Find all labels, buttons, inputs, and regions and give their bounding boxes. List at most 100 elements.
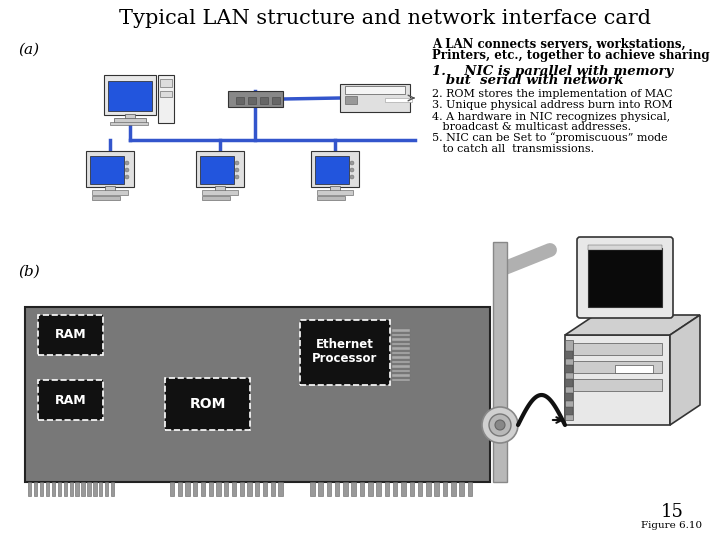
Bar bbox=[99, 482, 102, 496]
Bar bbox=[90, 156, 124, 184]
Text: to catch all  transmissions.: to catch all transmissions. bbox=[432, 144, 594, 154]
Bar bbox=[87, 482, 91, 496]
Bar bbox=[160, 79, 172, 87]
Bar bbox=[418, 482, 423, 496]
Bar bbox=[327, 482, 331, 496]
Polygon shape bbox=[565, 315, 700, 335]
Ellipse shape bbox=[482, 407, 518, 443]
Bar bbox=[493, 242, 507, 482]
Bar bbox=[588, 245, 662, 250]
Circle shape bbox=[350, 175, 354, 179]
Text: (a): (a) bbox=[18, 43, 39, 57]
Bar bbox=[202, 190, 238, 195]
Bar bbox=[158, 75, 174, 123]
Bar bbox=[248, 97, 256, 104]
Bar bbox=[196, 151, 244, 187]
Bar bbox=[340, 84, 410, 112]
FancyBboxPatch shape bbox=[577, 237, 673, 318]
Bar bbox=[28, 482, 31, 496]
Bar bbox=[165, 378, 250, 430]
Bar bbox=[392, 342, 410, 345]
Bar bbox=[104, 75, 156, 115]
Bar bbox=[392, 338, 410, 341]
Bar bbox=[70, 482, 73, 496]
Text: (b): (b) bbox=[18, 265, 40, 279]
Circle shape bbox=[235, 175, 239, 179]
Bar bbox=[335, 482, 339, 496]
Bar bbox=[392, 361, 410, 363]
Bar bbox=[573, 343, 662, 355]
Bar bbox=[105, 186, 115, 191]
Bar bbox=[209, 482, 213, 496]
Bar bbox=[434, 482, 439, 496]
Bar bbox=[81, 482, 85, 496]
Bar bbox=[443, 482, 447, 496]
Bar bbox=[310, 482, 315, 496]
Bar bbox=[92, 190, 128, 195]
Text: 15: 15 bbox=[660, 503, 683, 521]
Bar bbox=[330, 186, 340, 191]
Bar bbox=[565, 335, 670, 425]
Ellipse shape bbox=[489, 414, 511, 436]
Bar bbox=[467, 482, 472, 496]
Bar bbox=[111, 482, 114, 496]
Polygon shape bbox=[670, 315, 700, 425]
Bar bbox=[392, 334, 410, 336]
Bar bbox=[565, 351, 573, 359]
Bar bbox=[385, 98, 412, 102]
Bar bbox=[201, 482, 205, 496]
Bar bbox=[178, 482, 182, 496]
Bar bbox=[46, 482, 49, 496]
Bar bbox=[279, 482, 283, 496]
Bar bbox=[315, 156, 349, 184]
Bar bbox=[392, 369, 410, 372]
Bar bbox=[92, 196, 120, 200]
Bar bbox=[377, 482, 381, 496]
Bar bbox=[186, 482, 190, 496]
Bar bbox=[125, 114, 135, 119]
Bar bbox=[160, 91, 172, 97]
Bar bbox=[255, 482, 259, 496]
Bar bbox=[311, 151, 359, 187]
Bar bbox=[392, 379, 410, 381]
Bar bbox=[345, 86, 405, 94]
Bar bbox=[38, 380, 103, 420]
Bar bbox=[573, 379, 662, 391]
Bar bbox=[384, 482, 390, 496]
Bar bbox=[232, 482, 236, 496]
Bar bbox=[565, 365, 573, 373]
Bar bbox=[392, 352, 410, 354]
Bar bbox=[114, 118, 146, 123]
Bar bbox=[392, 374, 410, 376]
Bar bbox=[392, 347, 410, 349]
Text: Printers, etc., together to achieve sharing: Printers, etc., together to achieve shar… bbox=[432, 50, 710, 63]
Bar bbox=[317, 190, 353, 195]
Bar bbox=[410, 482, 414, 496]
Circle shape bbox=[125, 161, 129, 165]
Bar bbox=[392, 356, 410, 359]
Text: 3. Unique physical address burn into ROM: 3. Unique physical address burn into ROM bbox=[432, 100, 672, 110]
Bar bbox=[224, 482, 228, 496]
Bar bbox=[392, 329, 410, 332]
Text: Ethernet: Ethernet bbox=[316, 338, 374, 351]
Bar bbox=[108, 81, 152, 111]
Bar bbox=[193, 482, 197, 496]
Text: broadcast & multicast addresses.: broadcast & multicast addresses. bbox=[432, 122, 631, 132]
Bar bbox=[58, 482, 61, 496]
Bar bbox=[259, 97, 268, 104]
Circle shape bbox=[235, 161, 239, 165]
Bar bbox=[459, 482, 464, 496]
Text: 1.    NIC is parallel with memory: 1. NIC is parallel with memory bbox=[432, 64, 673, 78]
Bar bbox=[248, 482, 252, 496]
Bar bbox=[271, 482, 275, 496]
Bar bbox=[368, 482, 373, 496]
Bar bbox=[565, 393, 573, 401]
Bar bbox=[343, 482, 348, 496]
Bar bbox=[52, 482, 55, 496]
Bar bbox=[202, 196, 230, 200]
Text: Figure 6.10: Figure 6.10 bbox=[642, 522, 703, 530]
Bar bbox=[317, 196, 345, 200]
Bar bbox=[263, 482, 267, 496]
Circle shape bbox=[125, 168, 129, 172]
Bar bbox=[401, 482, 406, 496]
